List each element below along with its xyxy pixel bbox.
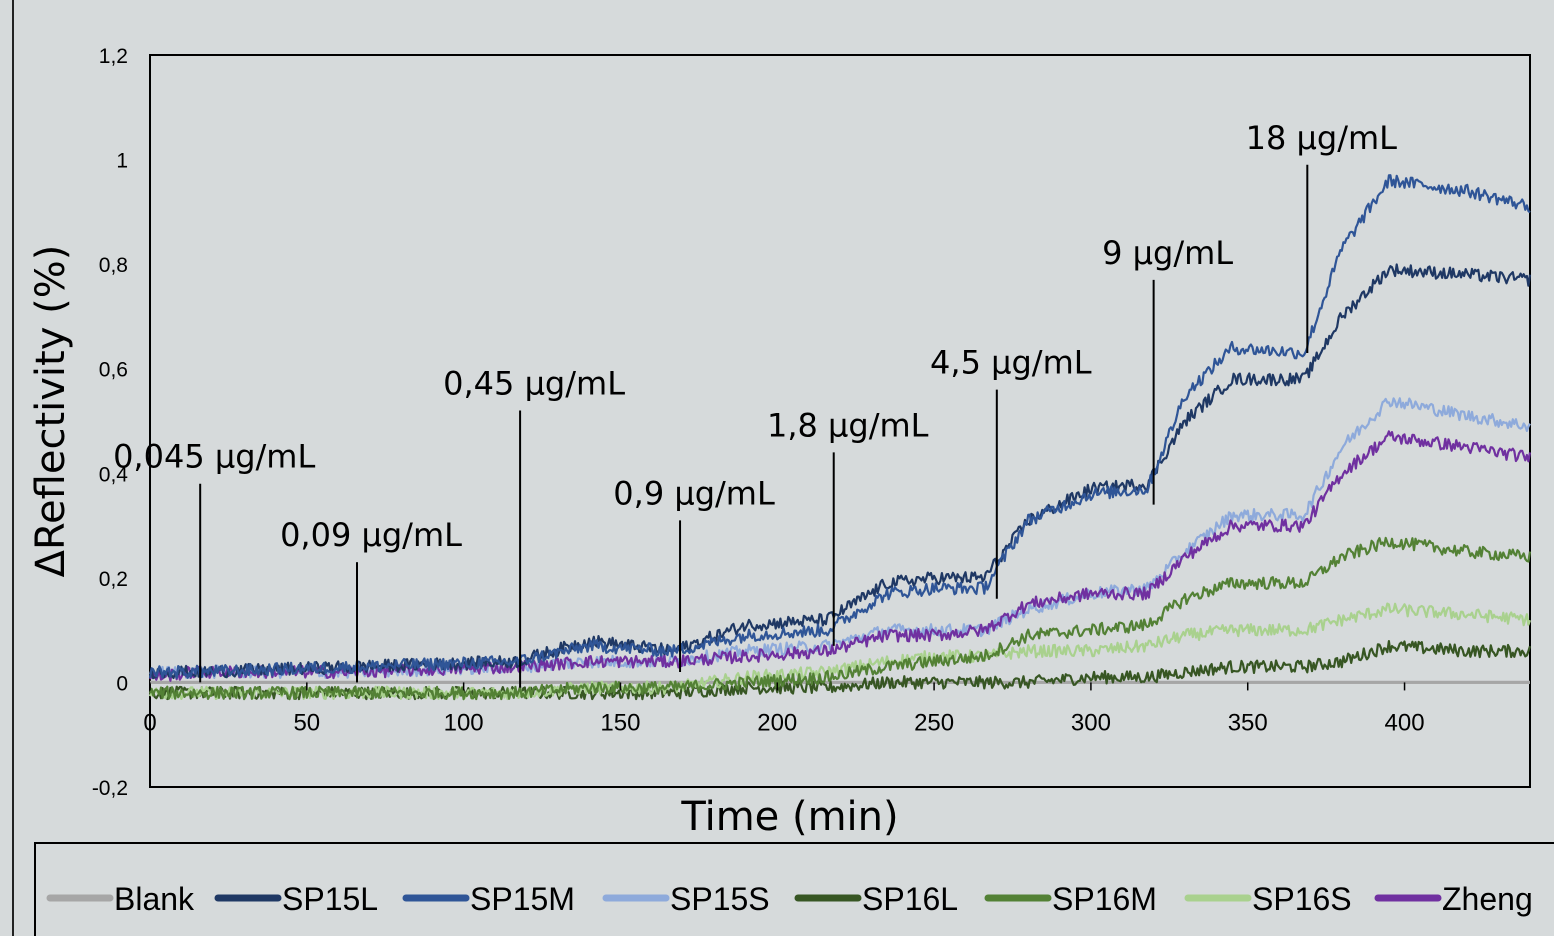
- y-tick-label: -0,2: [92, 777, 128, 800]
- annotation-label: 9 µg/mL: [1102, 234, 1233, 272]
- y-tick-label: 0,8: [99, 254, 128, 277]
- series-line-sp15m: [148, 174, 1531, 679]
- x-tick-label: 100: [444, 709, 484, 736]
- legend-label: SP15S: [670, 881, 770, 917]
- annotation-label: 0,09 µg/mL: [280, 516, 462, 554]
- legend-label: SP16L: [862, 881, 958, 917]
- legend-entries: Blank SP15L SP15M SP15S SP16L SP16M SP16S Zheng: [46, 881, 1533, 917]
- x-tick-label: 50: [293, 709, 320, 736]
- y-axis-ticks: 1,2 1 0,8 0,6 0,4 0,2 0 -0,2: [92, 45, 128, 800]
- annotation-label: 1,8 µg/mL: [767, 406, 929, 444]
- legend: [34, 842, 1554, 936]
- series-layer: [148, 174, 1532, 701]
- annotation-label: 0,45 µg/mL: [443, 365, 625, 403]
- y-tick-label: 1,2: [99, 45, 128, 68]
- annotation-label: 4,5 µg/mL: [930, 344, 1092, 382]
- series-line-sp15l: [148, 263, 1532, 680]
- x-tick-label: 250: [914, 709, 954, 736]
- legend-label: Blank: [114, 881, 195, 917]
- x-tick-label: 0: [143, 709, 156, 736]
- y-axis-label: ΔReflectivity (%): [28, 245, 74, 578]
- annotation-layer: 0,045 µg/mL 0,09 µg/mL 0,45 µg/mL 0,9 µg/mL…: [113, 119, 1397, 688]
- annotation-label: 18 µg/mL: [1246, 119, 1398, 157]
- annotation-label: 0,9 µg/mL: [613, 474, 775, 512]
- x-tick-label: 350: [1228, 709, 1268, 736]
- plot-area: [149, 54, 1531, 788]
- legend-label: SP15M: [470, 881, 575, 917]
- x-axis-ticks: 0 50 100 150 200 250 300 350 400: [143, 682, 1425, 736]
- y-tick-label: 0: [116, 672, 128, 695]
- legend-label: SP16S: [1252, 881, 1352, 917]
- y-tick-label: 1: [116, 150, 128, 173]
- legend-label: Zheng: [1442, 881, 1533, 917]
- legend-label: SP15L: [282, 881, 378, 917]
- x-tick-label: 200: [757, 709, 797, 736]
- x-tick-label: 300: [1071, 709, 1111, 736]
- y-tick-label: 0,2: [99, 568, 128, 591]
- y-tick-label: 0,4: [99, 463, 129, 486]
- x-tick-label: 150: [600, 709, 640, 736]
- series-line-zheng: [149, 430, 1532, 682]
- slide-edge-border: [0, 0, 14, 936]
- legend-label: SP16M: [1052, 881, 1157, 917]
- y-tick-label: 0,6: [99, 359, 128, 382]
- annotation-label: 0,045 µg/mL: [113, 438, 315, 476]
- x-axis-label: Time (min): [680, 794, 898, 840]
- x-tick-label: 400: [1385, 709, 1425, 736]
- series-line-sp16m: [148, 536, 1532, 701]
